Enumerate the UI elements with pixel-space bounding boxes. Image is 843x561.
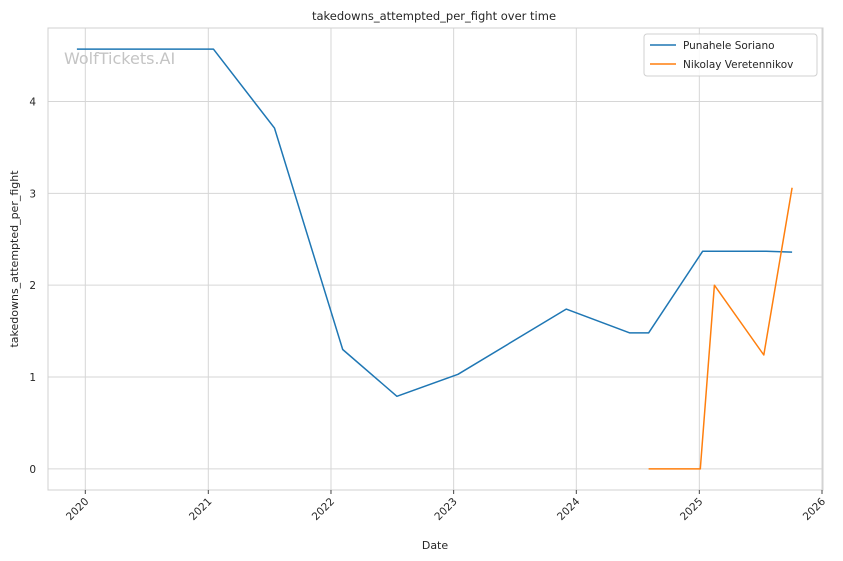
y-axis-ticks: 0 1 2 3 4 xyxy=(29,96,36,475)
x-axis-ticks: 2020 2021 2022 2023 2024 2025 2026 xyxy=(64,490,828,523)
legend-label-1: Nikolay Veretennikov xyxy=(683,59,793,71)
plot-frame xyxy=(47,27,824,491)
y-tick-label: 4 xyxy=(29,96,36,108)
y-tick-label: 1 xyxy=(29,372,36,384)
x-tick-label: 2026 xyxy=(801,495,829,523)
x-tick-label: 2023 xyxy=(432,496,459,523)
y-tick-label: 3 xyxy=(29,188,36,200)
x-tick-label: 2025 xyxy=(678,496,705,523)
series-line-0 xyxy=(76,48,793,398)
y-tick-label: 0 xyxy=(29,464,36,476)
x-tick-label: 2020 xyxy=(64,496,91,523)
grid xyxy=(48,28,823,490)
chart-title: takedowns_attempted_per_fight over time xyxy=(312,9,556,23)
series-layer xyxy=(76,48,793,470)
watermark: WolfTickets.AI xyxy=(64,49,175,68)
legend-label-0: Punahele Soriano xyxy=(683,40,775,52)
series-line-1 xyxy=(648,187,793,470)
legend-box xyxy=(643,33,818,77)
y-axis-label: takedowns_attempted_per_fight xyxy=(8,170,21,348)
x-axis-label: Date xyxy=(422,539,449,552)
x-tick-label: 2021 xyxy=(187,496,214,523)
x-tick-label: 2022 xyxy=(310,496,337,523)
y-tick-label: 2 xyxy=(29,280,36,292)
legend: Punahele Soriano Nikolay Veretennikov xyxy=(643,33,818,77)
x-tick-label: 2024 xyxy=(555,495,583,523)
